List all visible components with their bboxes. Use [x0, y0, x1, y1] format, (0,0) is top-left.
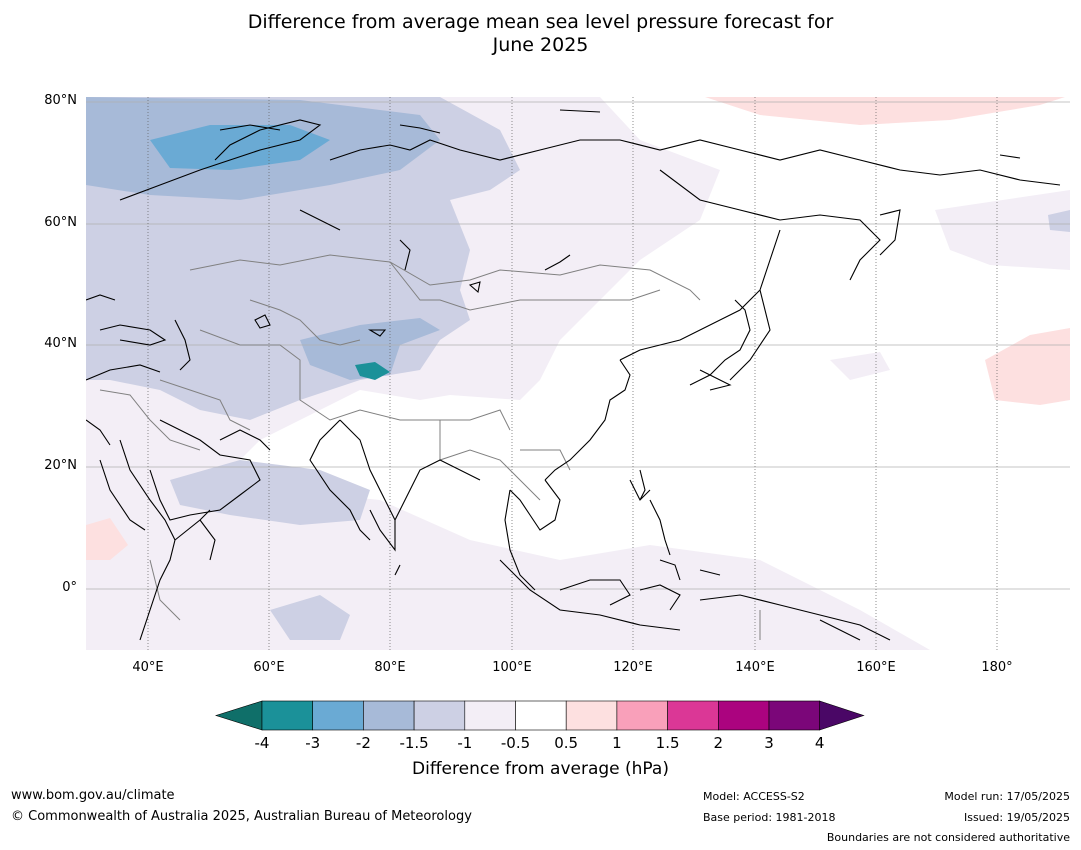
colorbar-segment — [616, 700, 668, 731]
longitude-label: 140°E — [735, 660, 775, 675]
footer-copyright: © Commonwealth of Australia 2025, Austra… — [11, 809, 472, 824]
footer-base-period: Base period: 1981-2018 — [703, 811, 836, 824]
footer-issued: Issued: 19/05/2025 — [963, 811, 1070, 824]
anomaly-region-weak-negative-small — [830, 352, 890, 380]
colorbar-segment — [717, 700, 770, 731]
map-title-line-2: June 2025 — [492, 34, 589, 56]
colorbar-extension-high — [819, 700, 865, 731]
longitude-label: 60°E — [253, 660, 285, 675]
latitude-label: 0° — [62, 580, 77, 595]
anomaly-region-very-strong-negative-core — [355, 362, 390, 380]
longitude-label: 180° — [981, 660, 1013, 675]
map-title-line-1: Difference from average mean sea level p… — [247, 11, 834, 33]
colorbar-tick-label: -3 — [305, 734, 321, 752]
anomaly-region-weak-positive-pacific — [985, 328, 1070, 405]
colorbar-segment — [565, 700, 618, 731]
latitude-label: 60°N — [44, 215, 77, 230]
map-plot-area — [86, 97, 1070, 650]
longitude-label: 160°E — [856, 660, 896, 675]
footer-url[interactable]: www.bom.gov.au/climate — [11, 788, 175, 803]
footer-model: Model: ACCESS-S2 — [703, 790, 805, 803]
longitude-label: 80°E — [374, 660, 406, 675]
longitude-label: 120°E — [613, 660, 653, 675]
colorbar-segment — [363, 700, 415, 731]
longitude-label: 40°E — [132, 660, 164, 675]
colorbar-segment — [464, 700, 516, 731]
colorbar-segment — [261, 700, 314, 731]
anomaly-region-moderate-negative-pacific — [1048, 210, 1070, 232]
colorbar-segment — [312, 700, 364, 731]
colorbar — [215, 700, 865, 731]
colorbar-tick-label: -4 — [254, 734, 270, 752]
colorbar-segment — [667, 700, 719, 731]
coastlines — [86, 109, 1061, 641]
country-borders — [99, 254, 761, 640]
colorbar-title: Difference from average (hPa) — [412, 759, 669, 779]
anomaly-region-weak-negative-pacific — [935, 190, 1070, 270]
anomaly-region-strong-negative-tibet — [300, 318, 440, 380]
anomaly-region-weak-positive-arctic — [705, 97, 1065, 125]
graticule — [86, 97, 1070, 650]
colorbar-segment — [768, 700, 821, 731]
latitude-label: 80°N — [44, 93, 77, 108]
colorbar-tick-label: 4 — [814, 734, 825, 752]
footer-model-run: Model run: 17/05/2025 — [944, 790, 1070, 803]
colorbar-tick-label: 3 — [764, 734, 774, 752]
latitude-label: 20°N — [44, 458, 77, 473]
colorbar-tick-label: -2 — [355, 734, 371, 752]
colorbar-tick-label: 2 — [713, 734, 724, 752]
colorbar-tick-label: -1.5 — [399, 734, 429, 752]
longitude-label: 100°E — [492, 660, 532, 675]
colorbar-tick-label: -1 — [457, 734, 473, 752]
colorbar-segment — [413, 700, 466, 731]
latitude-label: 40°N — [44, 336, 77, 351]
colorbar-extension-low — [215, 700, 263, 731]
anomaly-region-weak-positive-africa — [86, 518, 128, 560]
footer-disclaimer: Boundaries are not considered authoritat… — [826, 831, 1070, 844]
colorbar-tick-label: 1.5 — [655, 734, 680, 752]
colorbar-tick-label: 1 — [612, 734, 622, 752]
colorbar-tick-label: 0.5 — [554, 734, 579, 752]
anomaly-region-very-strong-negative — [150, 125, 330, 170]
colorbar-segment — [515, 700, 567, 731]
anomaly-region-moderate-negative-indian-ocean — [270, 595, 350, 640]
anomaly-region-moderate-negative-arabia — [170, 460, 370, 525]
colorbar-tick-label: -0.5 — [500, 734, 531, 752]
